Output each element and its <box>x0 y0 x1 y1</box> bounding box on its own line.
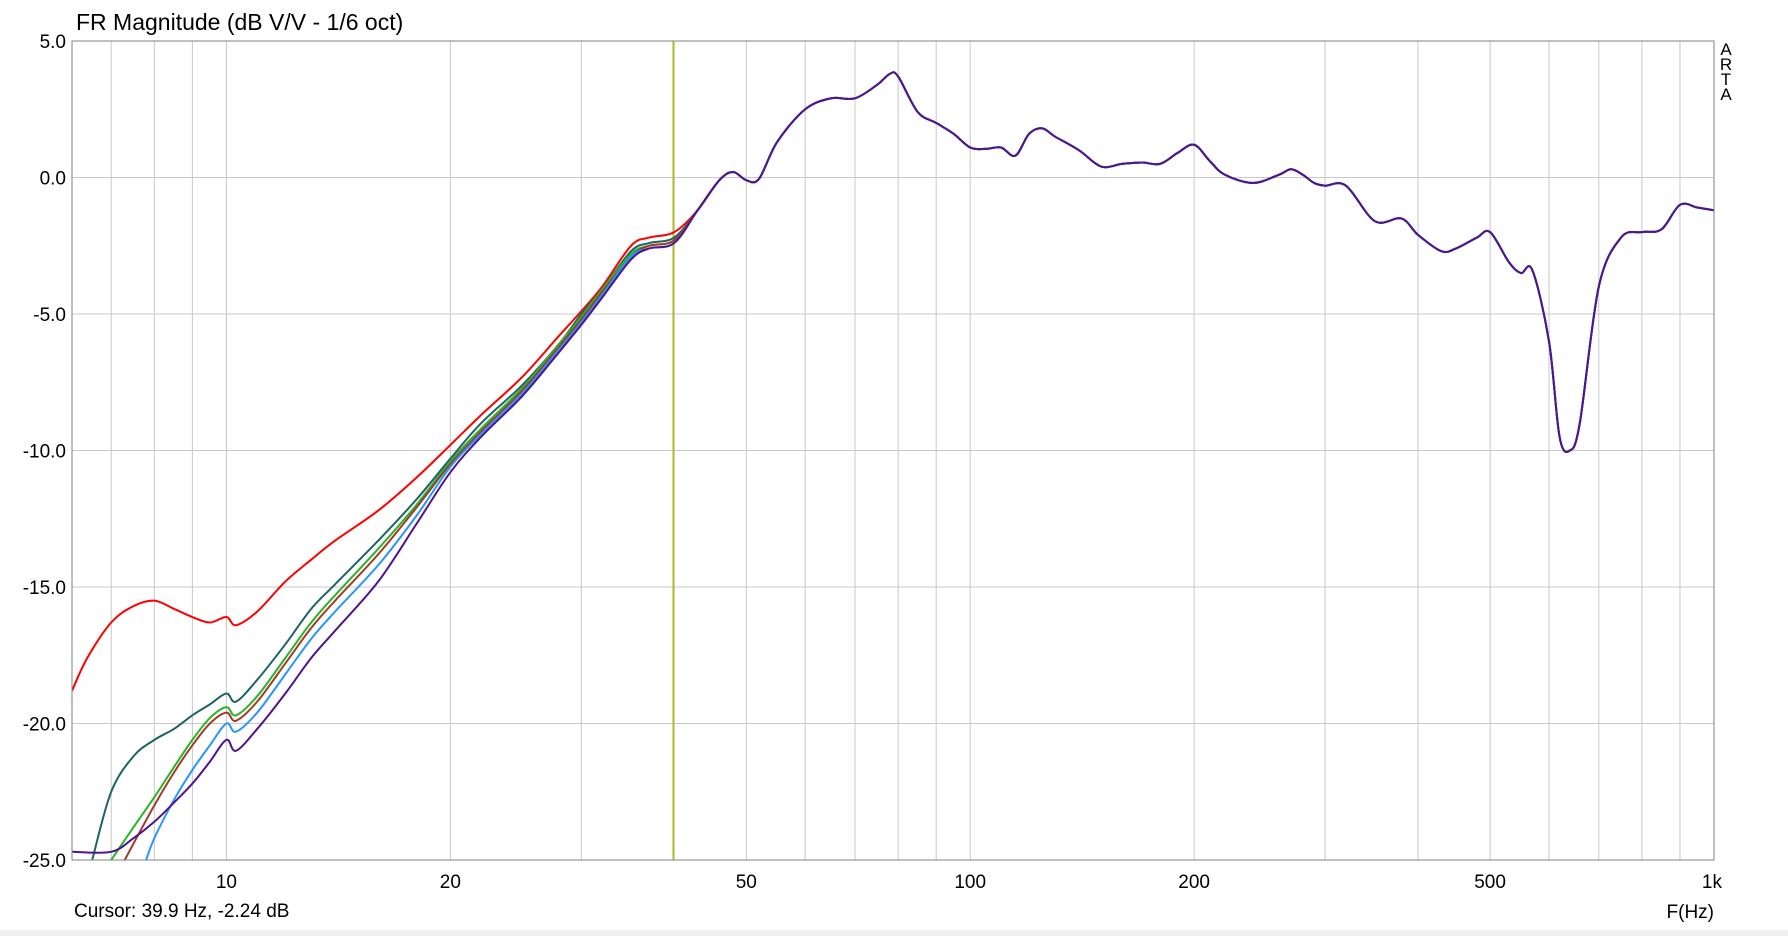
brand-letter: A <box>1720 40 1732 59</box>
y-tick-label: -5.0 <box>33 305 66 326</box>
x-axis-label: F(Hz) <box>1667 902 1714 923</box>
y-tick-label: 0.0 <box>40 169 66 190</box>
x-tick-label: 20 <box>440 872 461 893</box>
x-tick-label: 1k <box>1702 872 1723 893</box>
x-tick-label: 50 <box>736 872 757 893</box>
y-tick-label: -15.0 <box>23 578 66 599</box>
cursor-readout: Cursor: 39.9 Hz, -2.24 dB <box>74 901 290 922</box>
y-tick-label: -10.0 <box>23 442 66 463</box>
status-strip <box>0 930 1788 936</box>
x-tick-label: 10 <box>216 872 237 893</box>
x-tick-label: 200 <box>1178 872 1210 893</box>
arta-brand: A R T A <box>1718 40 1734 104</box>
series-line <box>72 71 1714 854</box>
x-tick-label: 100 <box>954 872 986 893</box>
y-tick-label: -20.0 <box>23 715 66 736</box>
x-tick-label: 500 <box>1474 872 1506 893</box>
y-tick-label: -25.0 <box>23 851 66 872</box>
brand-letter: T <box>1720 70 1732 89</box>
y-tick-label: 5.0 <box>40 32 66 53</box>
brand-letter: R <box>1719 55 1733 74</box>
chart-title: FR Magnitude (dB V/V - 1/6 oct) <box>76 9 404 35</box>
brand-letter: A <box>1720 85 1732 104</box>
plot-frame <box>71 40 1715 861</box>
